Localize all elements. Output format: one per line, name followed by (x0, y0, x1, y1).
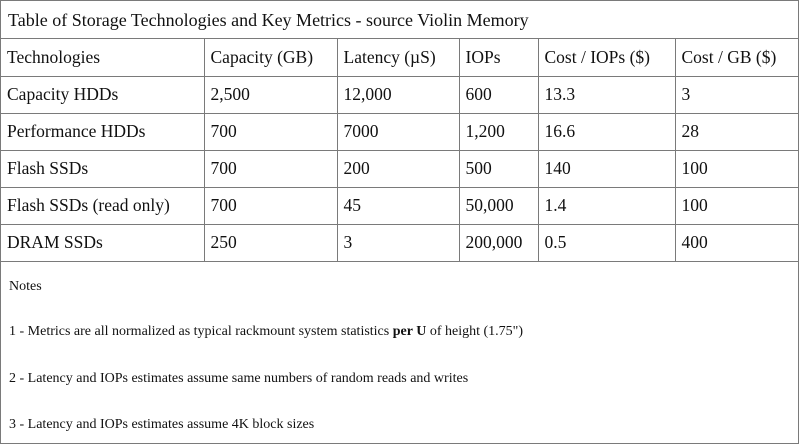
cell-capacity: 700 (204, 150, 338, 188)
table-row: Capacity HDDs 2,500 12,000 600 13.3 3 (1, 76, 798, 114)
cell-latency: 45 (337, 187, 460, 225)
header-technologies: Technologies (1, 39, 205, 77)
cell-cost-per-gb: 100 (675, 150, 798, 188)
cell-iops: 1,200 (459, 113, 539, 151)
cell-capacity: 250 (204, 224, 338, 262)
table-row: DRAM SSDs 250 3 200,000 0.5 400 (1, 224, 798, 262)
cell-cost-per-gb: 100 (675, 187, 798, 225)
table-row: Flash SSDs (read only) 700 45 50,000 1.4… (1, 187, 798, 225)
table-header-row: Technologies Capacity (GB) Latency (µS) … (1, 39, 798, 77)
cell-technology: Capacity HDDs (1, 76, 205, 114)
cell-iops: 600 (459, 76, 539, 114)
cell-latency: 7000 (337, 113, 460, 151)
notes-heading: Notes (9, 279, 42, 294)
note-2: 2 - Latency and IOPs estimates assume sa… (9, 371, 469, 386)
header-capacity: Capacity (GB) (204, 39, 338, 77)
cell-technology: DRAM SSDs (1, 224, 205, 262)
note-3: 3 - Latency and IOPs estimates assume 4K… (9, 417, 315, 432)
table-row: Flash SSDs 700 200 500 140 100 (1, 150, 798, 188)
cell-capacity: 700 (204, 113, 338, 151)
note-1: 1 - Metrics are all normalized as typica… (9, 324, 523, 340)
cell-cost-per-iops: 13.3 (538, 76, 676, 114)
cell-latency: 12,000 (337, 76, 460, 114)
cell-cost-per-gb: 400 (675, 224, 798, 262)
cell-iops: 50,000 (459, 187, 539, 225)
table-row: Performance HDDs 700 7000 1,200 16.6 28 (1, 113, 798, 151)
note-1-text-end: of height (1.75") (426, 324, 524, 339)
cell-cost-per-iops: 16.6 (538, 113, 676, 151)
cell-cost-per-gb: 3 (675, 76, 798, 114)
cell-cost-per-iops: 1.4 (538, 187, 676, 225)
table-title: Table of Storage Technologies and Key Me… (1, 1, 798, 39)
header-latency: Latency (µS) (337, 39, 460, 77)
cell-latency: 200 (337, 150, 460, 188)
cell-technology: Flash SSDs (1, 150, 205, 188)
note-1-emphasis: per U (392, 324, 427, 339)
note-1-text-start: 1 - Metrics are all normalized as typica… (9, 324, 393, 339)
header-cost-per-iops: Cost / IOPs ($) (538, 39, 676, 77)
cell-cost-per-gb: 28 (675, 113, 798, 151)
cell-capacity: 700 (204, 187, 338, 225)
cell-capacity: 2,500 (204, 76, 338, 114)
header-iops: IOPs (459, 39, 539, 77)
metrics-table: Technologies Capacity (GB) Latency (µS) … (1, 39, 798, 262)
cell-technology: Flash SSDs (read only) (1, 187, 205, 225)
header-cost-per-gb: Cost / GB ($) (675, 39, 798, 77)
cell-iops: 500 (459, 150, 539, 188)
cell-cost-per-iops: 0.5 (538, 224, 676, 262)
cell-cost-per-iops: 140 (538, 150, 676, 188)
cell-technology: Performance HDDs (1, 113, 205, 151)
cell-iops: 200,000 (459, 224, 539, 262)
cell-latency: 3 (337, 224, 460, 262)
